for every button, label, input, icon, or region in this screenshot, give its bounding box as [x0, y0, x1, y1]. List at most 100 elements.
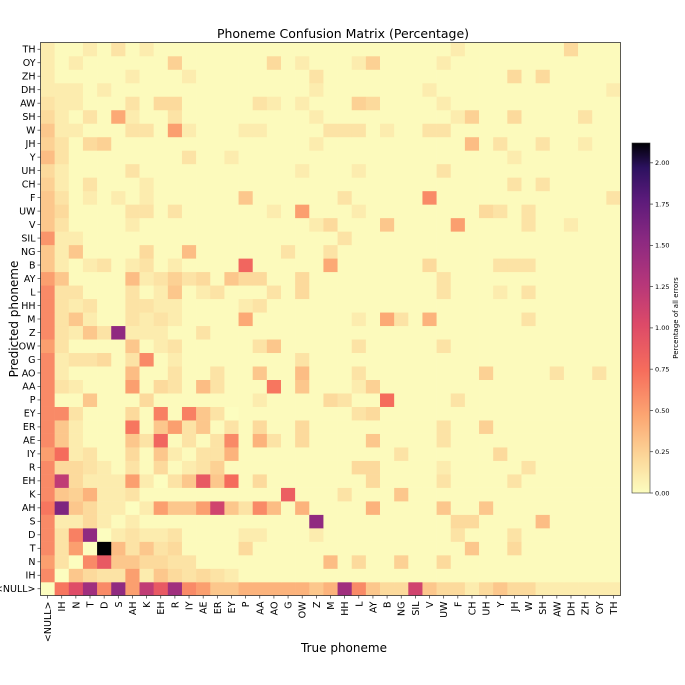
heatmap-cell [380, 555, 395, 569]
heatmap-cell [380, 109, 395, 124]
heatmap-cell [224, 366, 239, 380]
heatmap-cell [323, 366, 338, 380]
heatmap-cell [563, 42, 579, 57]
heatmap-cell [252, 406, 268, 421]
heatmap-cell [380, 433, 395, 448]
heatmap-cell [479, 258, 494, 273]
heatmap-cell [153, 568, 169, 583]
heatmap-cell [464, 312, 480, 327]
heatmap-cell [422, 460, 437, 475]
heatmap-cell [139, 109, 154, 124]
heatmap-cell [196, 325, 211, 340]
heatmap-cell [549, 271, 565, 286]
heatmap-cell [450, 568, 466, 583]
heatmap-cell [125, 501, 140, 515]
heatmap-cell [196, 109, 211, 124]
heatmap-cell [337, 514, 353, 529]
y-tick-label: W [26, 125, 36, 136]
heatmap-cell [210, 325, 225, 340]
heatmap-cell [394, 285, 409, 300]
heatmap-cell [493, 541, 508, 556]
heatmap-cell [535, 582, 551, 596]
heatmap-cell [125, 568, 140, 583]
heatmap-cell [351, 136, 367, 151]
heatmap-cell [578, 568, 593, 583]
heatmap-cell [606, 271, 621, 286]
heatmap-cell [323, 271, 338, 286]
heatmap-cell [210, 190, 225, 205]
heatmap-cell [167, 406, 183, 421]
heatmap-cell [181, 231, 197, 246]
heatmap-cell [606, 339, 621, 354]
heatmap-cell [280, 123, 296, 138]
heatmap-cell [40, 231, 55, 246]
x-tick-label: OY [595, 601, 606, 614]
x-tick-label: AY [368, 601, 379, 613]
heatmap-cell [139, 217, 154, 232]
heatmap-cell [464, 217, 480, 232]
heatmap-cell [606, 109, 621, 124]
heatmap-cell [54, 177, 70, 192]
heatmap-cell [408, 312, 423, 327]
heatmap-cell [507, 555, 522, 569]
heatmap-cell [507, 568, 522, 583]
heatmap-cell [450, 69, 466, 84]
heatmap-cell [196, 298, 211, 313]
heatmap-cell [40, 541, 55, 556]
heatmap-cell [139, 433, 154, 448]
heatmap-cell [40, 393, 55, 407]
heatmap-cell [111, 501, 126, 515]
heatmap-cell [563, 325, 579, 340]
heatmap-cell [266, 555, 282, 569]
heatmap-cell [280, 460, 296, 475]
heatmap-cell [535, 420, 551, 434]
heatmap-cell [365, 501, 381, 515]
colorbar-tick-label: 0.50 [655, 407, 669, 415]
heatmap-cell [394, 298, 409, 313]
heatmap-cell [68, 204, 84, 219]
heatmap-cell [139, 96, 154, 111]
heatmap-cell [535, 352, 551, 367]
heatmap-cell [82, 474, 98, 488]
heatmap-cell [408, 379, 423, 394]
heatmap-cell [535, 42, 551, 57]
heatmap-cell [111, 325, 126, 340]
heatmap-cell [380, 136, 395, 151]
heatmap-cell [337, 366, 353, 380]
heatmap-cell [592, 150, 607, 165]
heatmap-cell [181, 136, 197, 151]
heatmap-cell [40, 379, 55, 394]
heatmap-cell [549, 258, 565, 273]
heatmap-cell [549, 474, 565, 488]
heatmap-cell [111, 514, 126, 529]
heatmap-cell [323, 447, 338, 461]
heatmap-cell [266, 393, 282, 407]
heatmap-cell [82, 69, 98, 84]
x-tick-label: N [71, 602, 82, 609]
heatmap-cell [493, 514, 508, 529]
heatmap-cell [280, 298, 296, 313]
y-axis-label: Predicted phoneme [7, 261, 21, 378]
heatmap-cell [40, 420, 55, 434]
heatmap-cell [394, 582, 409, 596]
heatmap-cell [111, 420, 126, 434]
heatmap-cell [521, 487, 536, 502]
x-tick-label: DH [566, 602, 577, 616]
heatmap-cell [210, 406, 225, 421]
heatmap-cell [521, 568, 536, 583]
heatmap-cell [479, 393, 494, 407]
heatmap-cell [82, 541, 98, 556]
heatmap-cell [464, 501, 480, 515]
heatmap-cell [167, 433, 183, 448]
heatmap-cell [82, 514, 98, 529]
heatmap-cell [252, 42, 268, 57]
heatmap-cell [82, 325, 98, 340]
heatmap-cell [464, 339, 480, 354]
heatmap-cell [337, 460, 353, 475]
heatmap-cell [450, 271, 466, 286]
heatmap-cell [68, 217, 84, 232]
heatmap-cell [125, 352, 140, 367]
heatmap-cell [295, 528, 310, 542]
heatmap-cell [337, 271, 353, 286]
heatmap-cell [535, 379, 551, 394]
